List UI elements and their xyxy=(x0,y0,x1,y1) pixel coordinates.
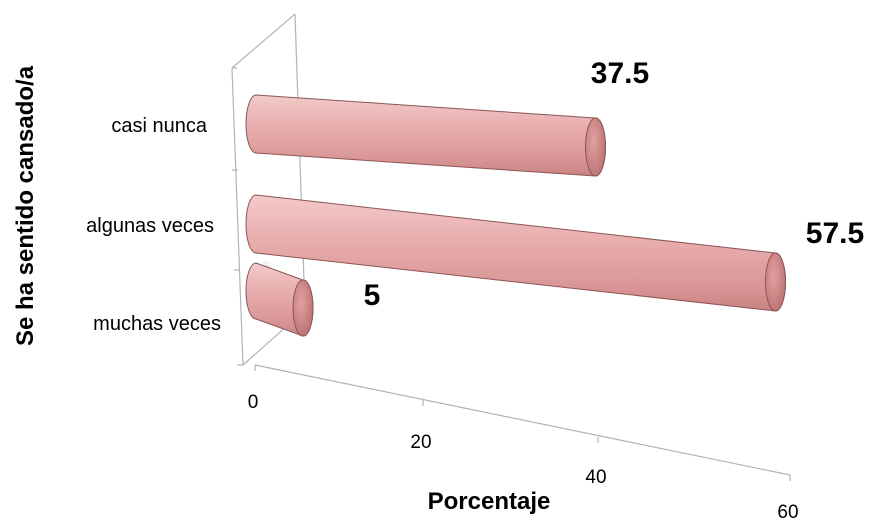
bar-end-cap xyxy=(293,280,313,336)
y-axis-title: Se ha sentido cansado/a xyxy=(12,65,39,346)
bar-body xyxy=(246,195,786,311)
category-labels: casi nunca algunas veces muchas veces xyxy=(86,115,221,335)
bars-group xyxy=(246,95,786,336)
data-label: 57.5 xyxy=(806,217,864,250)
x-tick-label: 60 xyxy=(777,502,798,523)
x-tick-label: 0 xyxy=(248,392,259,413)
bar xyxy=(246,195,786,311)
data-label: 37.5 xyxy=(591,57,649,90)
x-tick-label: 20 xyxy=(410,432,431,453)
bar xyxy=(246,259,313,336)
bar-end-cap xyxy=(766,253,786,311)
category-label: algunas veces xyxy=(86,215,214,237)
x-axis-title: Porcentaje xyxy=(428,488,551,515)
bar-end-cap xyxy=(586,118,606,176)
category-label: muchas veces xyxy=(93,313,221,335)
category-label: casi nunca xyxy=(111,115,207,137)
x-tick-label: 40 xyxy=(585,467,606,488)
data-label: 5 xyxy=(364,279,381,312)
